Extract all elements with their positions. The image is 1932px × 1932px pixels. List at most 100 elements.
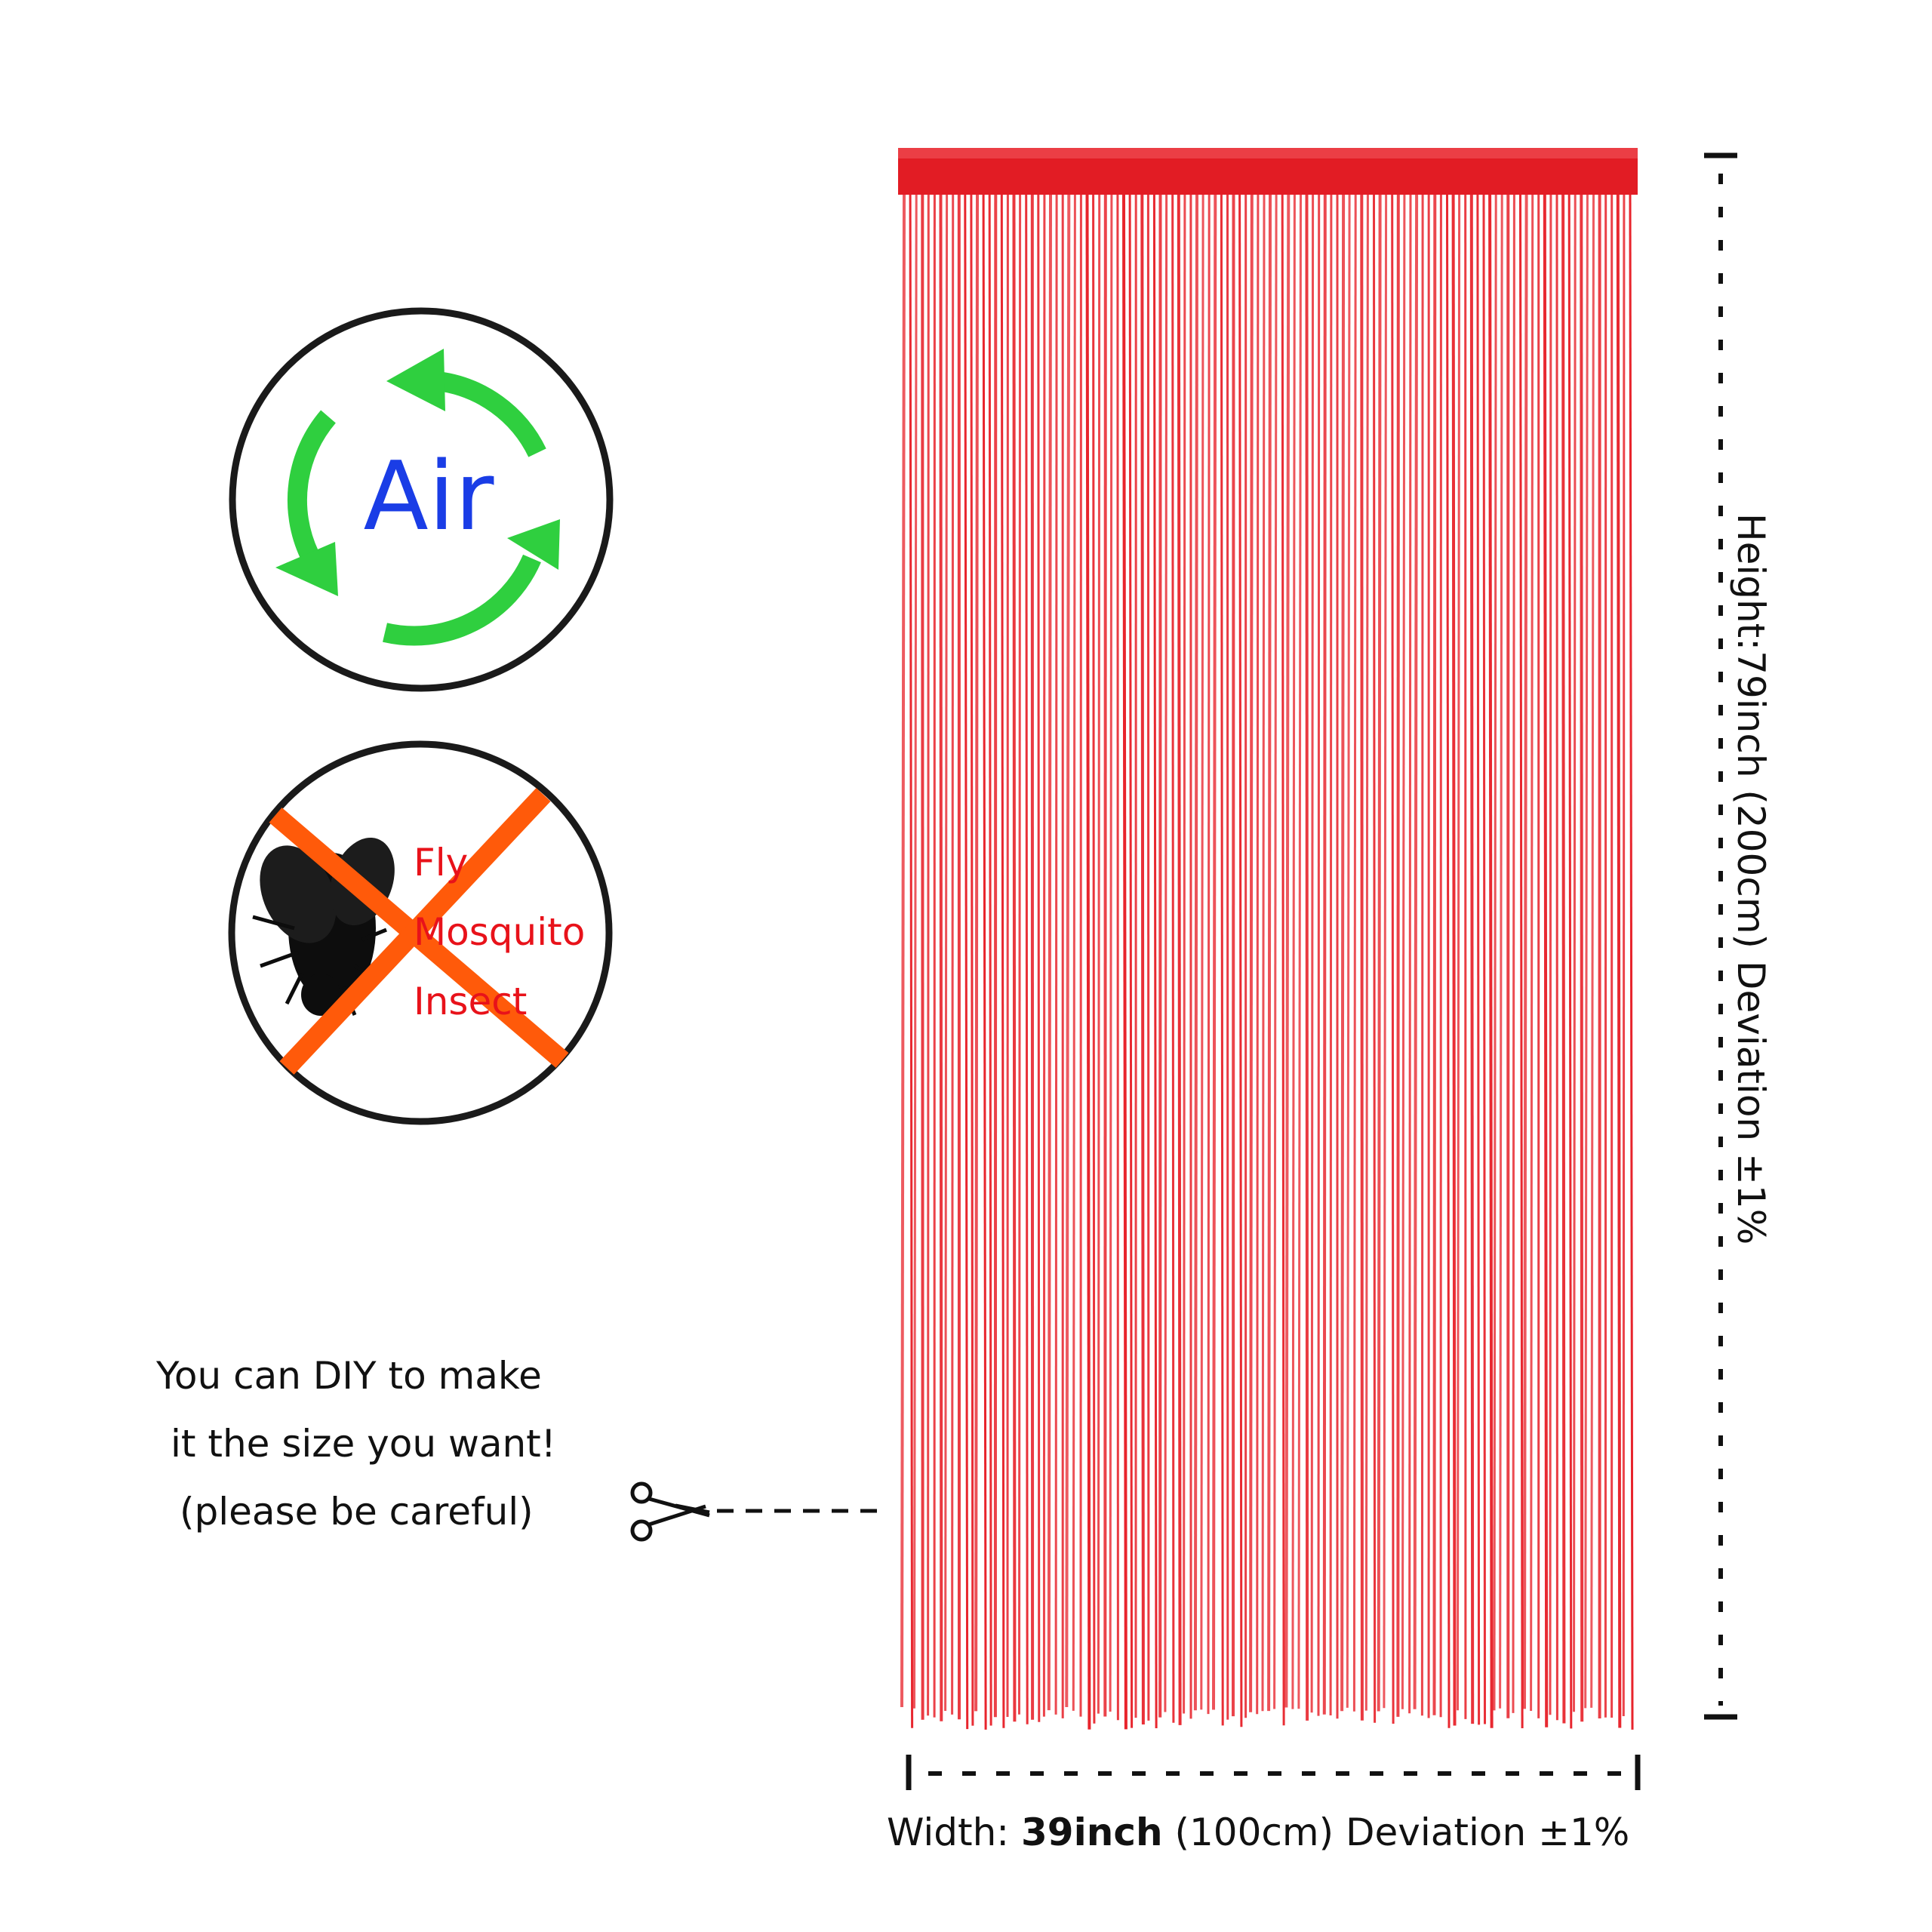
curtain-string xyxy=(982,194,987,1730)
curtain-string xyxy=(964,194,969,1730)
curtain-string xyxy=(1146,194,1150,1721)
diy-text-line-1: You can DIY to make xyxy=(156,1354,542,1398)
curtain-string xyxy=(1177,194,1182,1725)
curtain-string xyxy=(1200,194,1204,1710)
curtain-string xyxy=(1310,194,1315,1713)
curtain-string xyxy=(1305,194,1309,1721)
curtain-string xyxy=(1193,194,1198,1711)
curtain-string xyxy=(1109,194,1113,1712)
curtain-string xyxy=(1401,194,1406,1709)
curtain-string xyxy=(1291,194,1296,1709)
curtain-string xyxy=(1281,194,1285,1726)
curtain-string xyxy=(1561,194,1566,1724)
curtain-string xyxy=(1000,194,1005,1728)
curtain-string xyxy=(927,194,930,1716)
width-suffix: (100cm) Deviation ±1% xyxy=(1162,1810,1630,1854)
curtain-string xyxy=(1220,194,1224,1726)
curtain-string xyxy=(1249,194,1254,1712)
curtain-string xyxy=(1413,194,1419,1709)
curtain-string xyxy=(1373,194,1377,1723)
curtain-string xyxy=(1451,194,1457,1726)
curtain-string xyxy=(1317,194,1321,1716)
curtain-string xyxy=(1256,194,1260,1715)
height-label: Height:79inch (200cm) Deviation ±1% xyxy=(1729,513,1773,1245)
curtain-string xyxy=(1171,194,1175,1723)
curtain-string xyxy=(1207,194,1211,1715)
curtain-strings xyxy=(900,194,1634,1730)
curtain-string xyxy=(1391,194,1395,1724)
curtain-string xyxy=(1340,194,1346,1712)
curtain-string xyxy=(1261,194,1266,1712)
curtain-string xyxy=(1543,194,1549,1727)
curtain-string xyxy=(1267,194,1272,1712)
curtain-string xyxy=(1446,194,1451,1728)
curtain-string xyxy=(1140,194,1145,1725)
curtain-string xyxy=(974,194,979,1712)
curtain-string xyxy=(1183,194,1186,1714)
curtain-string xyxy=(1573,194,1577,1712)
curtain-string xyxy=(1103,194,1107,1717)
curtain-string xyxy=(1054,194,1058,1715)
curtain-string xyxy=(1383,194,1388,1709)
scissors-icon xyxy=(630,1481,710,1542)
curtain-string xyxy=(1164,194,1168,1712)
curtain-string xyxy=(1232,194,1235,1717)
curtain-string xyxy=(1097,194,1101,1714)
curtain-string xyxy=(1377,194,1382,1712)
curtain-string xyxy=(944,194,949,1712)
curtain-string xyxy=(988,194,992,1726)
block-cross xyxy=(269,788,569,1075)
curtain-string xyxy=(1284,194,1291,1708)
curtain-string xyxy=(1590,194,1595,1708)
curtain-string xyxy=(1482,194,1486,1724)
curtain-string xyxy=(1025,194,1029,1724)
curtain-string xyxy=(939,194,943,1721)
curtain-string xyxy=(1476,194,1481,1725)
mosquito-label: Mosquito xyxy=(414,910,586,954)
curtain-string xyxy=(1364,194,1369,1711)
width-label: Width: 39inch (100cm) Deviation ±1% xyxy=(887,1814,1629,1851)
curtain-string xyxy=(1322,194,1327,1715)
diy-text-line-2: it the size you want! xyxy=(171,1422,556,1466)
diy-text-line-3: (please be careful) xyxy=(180,1490,534,1534)
curtain-string xyxy=(913,194,918,1709)
curtain-string xyxy=(1420,194,1424,1716)
curtain-string xyxy=(1499,194,1503,1709)
curtain-string xyxy=(1297,194,1302,1709)
curtain-string xyxy=(1360,194,1364,1721)
curtain-string xyxy=(1012,194,1017,1722)
curtain-string xyxy=(1037,194,1041,1722)
air-label: Air xyxy=(363,441,494,552)
width-prefix: Width: xyxy=(887,1810,1022,1854)
curtain-string xyxy=(1622,194,1626,1717)
curtain-string xyxy=(1549,194,1552,1715)
curtain-string xyxy=(951,194,955,1715)
curtain-string xyxy=(1457,194,1461,1711)
curtain-string xyxy=(1629,194,1634,1730)
curtain-string xyxy=(1493,194,1497,1711)
curtain-string xyxy=(1567,194,1573,1729)
width-value: 39inch xyxy=(1021,1810,1163,1854)
curtain-string xyxy=(1273,194,1278,1709)
curtain-string xyxy=(1346,194,1351,1708)
curtain-string xyxy=(1512,194,1515,1713)
curtain-string xyxy=(1152,194,1158,1729)
curtain-string xyxy=(1085,194,1091,1730)
curtain-string xyxy=(1408,194,1412,1714)
curtain-string xyxy=(1047,194,1052,1711)
curtain-string xyxy=(1616,194,1622,1728)
curtain-string xyxy=(970,194,974,1726)
curtain-string xyxy=(1212,194,1217,1710)
curtain-string xyxy=(1523,194,1528,1709)
curtain-string xyxy=(1352,194,1357,1712)
curtain-string xyxy=(1584,194,1589,1709)
curtain-string xyxy=(1238,194,1243,1727)
insect-label: Insect xyxy=(414,980,528,1023)
curtain-string xyxy=(1580,194,1584,1722)
fly-label: Fly xyxy=(414,841,469,884)
curtain-string xyxy=(1530,194,1534,1712)
curtain-string xyxy=(1128,194,1134,1728)
